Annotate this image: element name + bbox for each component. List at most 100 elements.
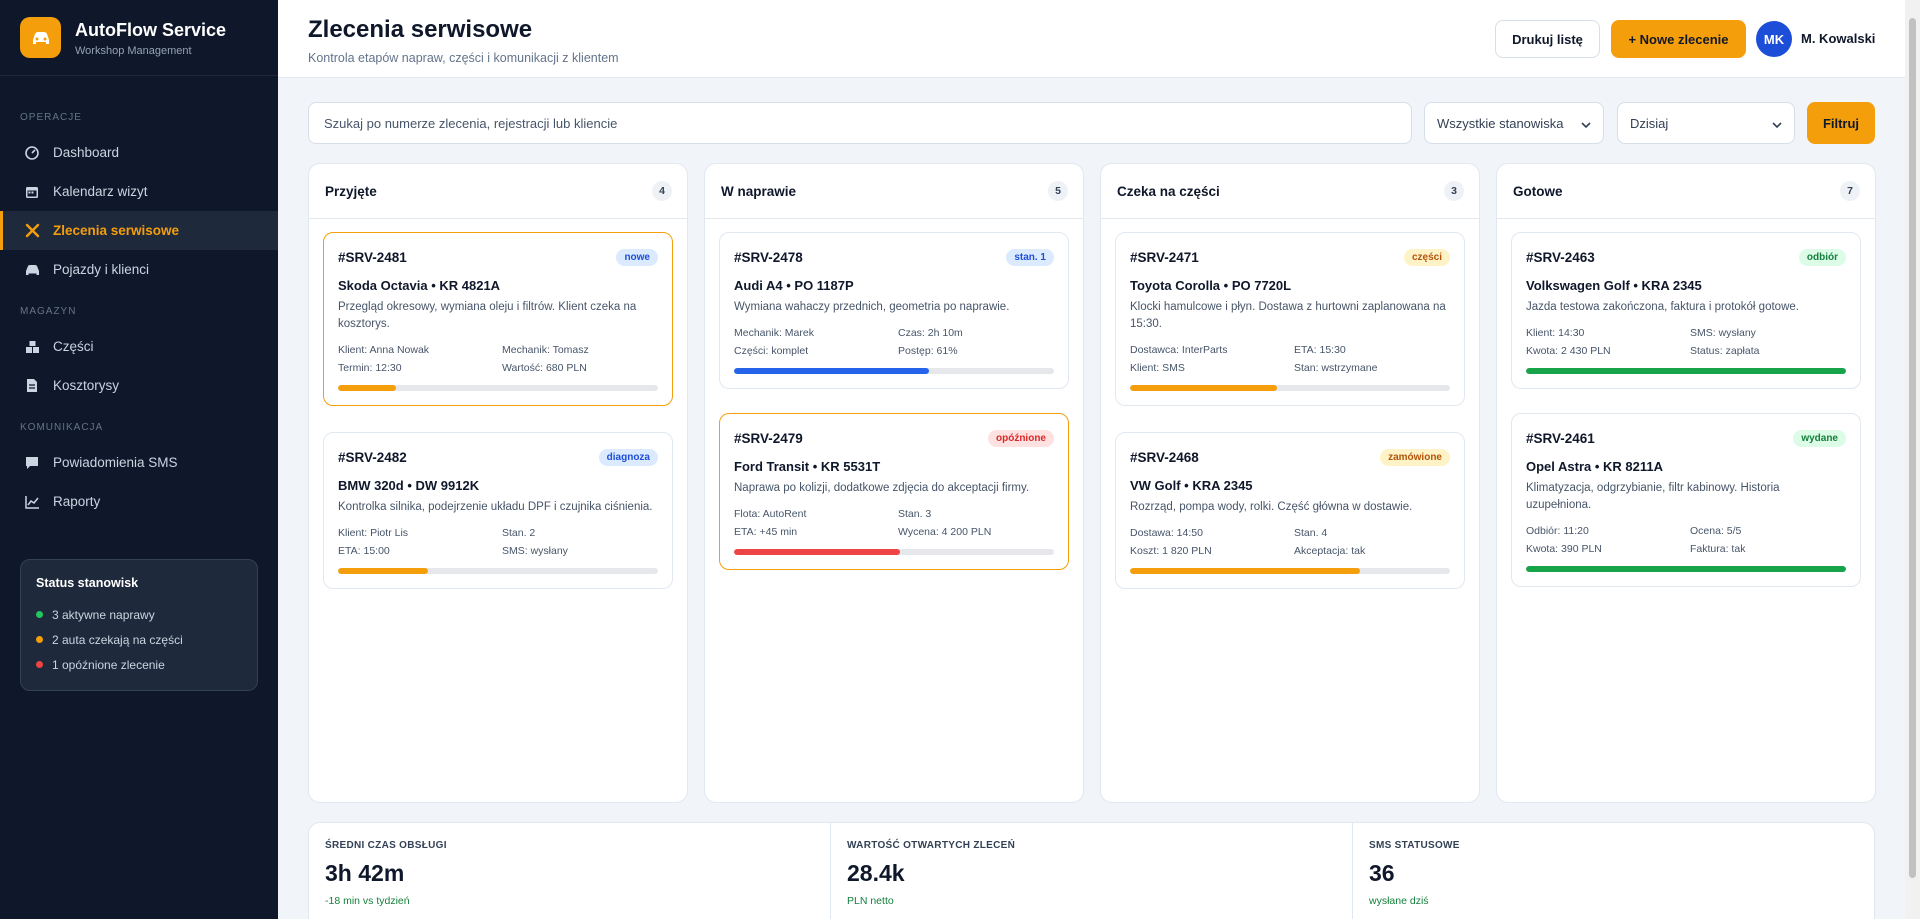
meta-item: Części: komplet [734, 345, 809, 357]
progress-fill [1130, 385, 1278, 391]
dashboard-icon [24, 145, 40, 161]
date-select[interactable]: Dzisiaj [1617, 102, 1795, 144]
order-card[interactable]: #SRV-2479 opóźnione Ford Transit • KR 553… [719, 413, 1069, 570]
meta-item: SMS: wysłany [502, 545, 568, 557]
column-waiting-parts: Czeka na części 3 #SRV-2471 części Toyota… [1100, 163, 1480, 803]
order-description: Klocki hamulcowe i płyn. Dostawa z hurto… [1130, 301, 1446, 330]
column-header: Przyjęte 4 [309, 164, 687, 219]
nav-section-warehouse: MAGAZYN [20, 306, 77, 317]
print-list-button[interactable]: Drukuj listę [1495, 20, 1600, 58]
new-order-button[interactable]: + Nowe zlecenie [1611, 20, 1746, 58]
status-badge: części [1403, 248, 1450, 266]
column-header: Gotowe 7 [1497, 164, 1875, 219]
car-icon [24, 262, 40, 278]
sidebar-item-service-orders[interactable]: Zlecenia serwisowe [0, 211, 278, 250]
meta-item: Klient: 14:30 [1526, 327, 1585, 339]
station-select-value: Wszystkie stanowiska [1437, 115, 1564, 131]
column-count: 5 [1048, 181, 1068, 201]
page-title: Zlecenia serwisowe [308, 16, 533, 43]
order-id: #SRV-2463 [1526, 249, 1595, 265]
sidebar-item-reports[interactable]: Raporty [0, 482, 278, 521]
column-count: 3 [1444, 181, 1464, 201]
meta-item: Akceptacja: tak [1294, 545, 1366, 557]
order-card[interactable]: #SRV-2471 części Toyota Corolla • PO 7720… [1115, 232, 1465, 406]
order-card[interactable]: #SRV-2478 stan. 1 Audi A4 • PO 1187P Wymi… [719, 232, 1069, 389]
order-card[interactable]: #SRV-2468 zamówione VW Golf • KRA 2345 Ro… [1115, 432, 1465, 589]
progress-fill [1526, 368, 1846, 374]
sidebar-item-label: Dashboard [53, 145, 120, 160]
vehicle: Ford Transit • KR 5531T [734, 459, 881, 474]
progress-fill [734, 549, 901, 555]
order-card[interactable]: #SRV-2482 diagnoza BMW 320d • DW 9912K Ko… [323, 432, 673, 589]
order-id: #SRV-2481 [338, 249, 407, 265]
filter-button[interactable]: Filtruj [1807, 102, 1875, 144]
meta-item: ETA: +45 min [734, 526, 798, 538]
search-input[interactable]: Szukaj po numerze zlecenia, rejestracji … [308, 102, 1412, 144]
status-badge: diagnoza [598, 448, 658, 466]
chart-icon [24, 494, 40, 510]
parts-icon [24, 339, 40, 355]
order-card[interactable]: #SRV-2461 wydane Opel Astra • KR 8211A Kl… [1511, 413, 1861, 587]
status-badge: wydane [1793, 429, 1846, 447]
progress-fill [1130, 568, 1361, 574]
status-dot [36, 636, 43, 643]
chevron-down-icon [1772, 116, 1782, 131]
column-count: 4 [652, 181, 672, 201]
progress-fill [338, 385, 396, 391]
vehicle: VW Golf • KRA 2345 [1130, 478, 1253, 493]
order-card[interactable]: #SRV-2481 nowe Skoda Octavia • KR 4821A P… [323, 232, 673, 406]
meta-item: Czas: 2h 10m [898, 327, 963, 339]
stat-label: WARTOŚĆ OTWARTYCH ZLECEŃ [847, 840, 1016, 851]
page-subtitle: Kontrola etapów napraw, części i komunik… [308, 51, 619, 65]
scrollbar-thumb[interactable] [1909, 18, 1916, 878]
sidebar-item-label: Pojazdy i klienci [53, 262, 150, 277]
sidebar-item-calendar[interactable]: Kalendarz wizyt [0, 172, 278, 211]
progress-bar [1526, 368, 1846, 374]
order-id: #SRV-2479 [734, 430, 803, 446]
meta-item: ETA: 15:00 [338, 545, 390, 557]
meta-item: SMS: wysłany [1690, 327, 1756, 339]
sidebar-item-estimates[interactable]: Kosztorysy [0, 366, 278, 405]
status-dot [36, 661, 43, 668]
station-select[interactable]: Wszystkie stanowiska [1424, 102, 1604, 144]
meta-item: Dostawa: 14:50 [1130, 527, 1203, 539]
column-count: 7 [1840, 181, 1860, 201]
order-description: Jazda testowa zakończona, faktura i prot… [1526, 301, 1799, 313]
stat-label: SMS STATUSOWE [1369, 840, 1460, 851]
vehicle: Volkswagen Golf • KRA 2345 [1526, 278, 1702, 293]
station-status-panel: Status stanowisk 3 aktywne naprawy 2 aut… [20, 559, 258, 691]
meta-item: Termin: 12:30 [338, 362, 402, 374]
vehicle: BMW 320d • DW 9912K [338, 478, 480, 493]
status-badge: odbiór [1798, 248, 1846, 266]
order-card[interactable]: #SRV-2463 odbiór Volkswagen Golf • KRA 23… [1511, 232, 1861, 389]
meta-item: Kwota: 2 430 PLN [1526, 345, 1611, 357]
meta-item: Mechanik: Tomasz [502, 344, 589, 356]
column-accepted: Przyjęte 4 #SRV-2481 nowe Skoda Octavia •… [308, 163, 688, 803]
progress-fill [734, 368, 930, 374]
chevron-down-icon [1581, 116, 1591, 131]
sidebar-item-vehicles-clients[interactable]: Pojazdy i klienci [0, 250, 278, 289]
sidebar-item-sms-notifications[interactable]: Powiadomienia SMS [0, 443, 278, 482]
meta-item: Stan: wstrzymane [1294, 362, 1378, 374]
user-name[interactable]: M. Kowalski [1801, 31, 1876, 46]
station-status-title: Status stanowisk [36, 576, 139, 590]
sidebar-item-parts[interactable]: Części [0, 327, 278, 366]
brand[interactable]: AutoFlow Service Workshop Management [0, 0, 278, 76]
car-icon [20, 17, 61, 58]
status-line: 3 aktywne naprawy [36, 602, 242, 627]
order-description: Naprawa po kolizji, dodatkowe zdjęcia do… [734, 482, 1030, 494]
meta-item: Koszt: 1 820 PLN [1130, 545, 1212, 557]
meta-item: Klient: Anna Nowak [338, 344, 430, 356]
order-description: Przegląd okresowy, wymiana oleju i filtr… [338, 301, 637, 330]
stat-value: 36 [1369, 860, 1395, 886]
progress-bar [734, 549, 1054, 555]
sidebar-item-dashboard[interactable]: Dashboard [0, 133, 278, 172]
sidebar: AutoFlow Service Workshop Management OPE… [0, 0, 278, 919]
sidebar-item-label: Części [53, 339, 94, 354]
stats-panel: ŚREDNI CZAS OBSŁUGI 3h 42m -18 min vs ty… [308, 822, 1875, 919]
meta-item: Wycena: 4 200 PLN [898, 526, 992, 538]
meta-item: Stan. 4 [1294, 527, 1328, 539]
meta-item: Odbiór: 11:20 [1526, 525, 1589, 537]
meta-item: Status: zapłata [1690, 345, 1760, 357]
avatar[interactable]: MK [1756, 21, 1792, 57]
